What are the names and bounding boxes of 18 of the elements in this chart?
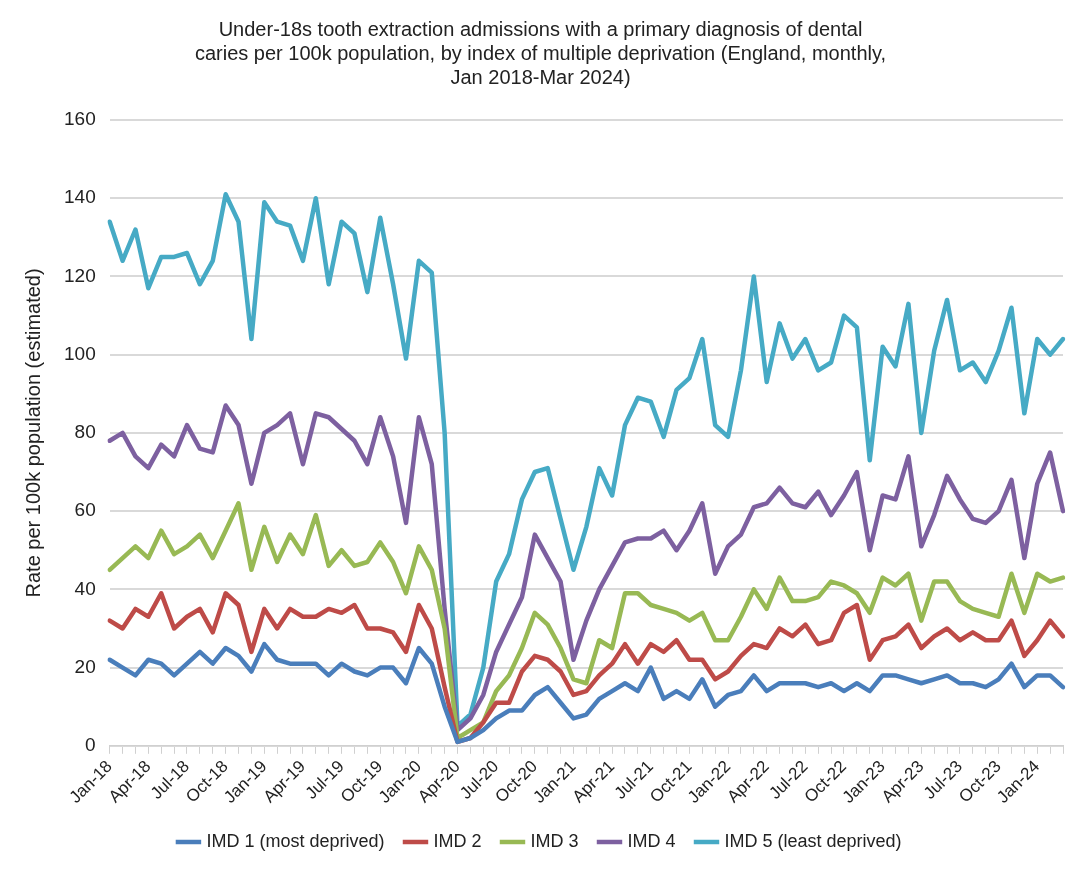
y-tick-label: 100 [64,342,96,364]
legend-label: IMD 3 [530,830,579,851]
y-tick-label: 40 [74,577,96,599]
text: caries per 100k population, by index of multiple deprivation (England, monthly, [194,41,887,64]
y-tick-label: 0 [85,734,96,756]
legend-label: IMD 5 (least deprived) [724,830,902,851]
y-tick-label: 140 [64,186,96,208]
y-axis-title: Rate per 100k population (estimated) [21,268,44,598]
y-tick-label: 160 [64,108,96,130]
legend-label: IMD 2 [433,830,482,851]
y-tick-label: 60 [74,499,96,521]
y-tick-label: 120 [64,264,96,286]
legend-label: IMD 1 (most deprived) [206,830,385,851]
legend-label: IMD 4 [627,830,676,851]
text: Jan 2018-Mar 2024) [450,65,631,88]
y-tick-label: 80 [74,421,96,443]
text: Under-18s tooth extraction admissions with a primary diagnosis of dental [218,17,863,40]
y-tick-label: 20 [74,655,96,677]
